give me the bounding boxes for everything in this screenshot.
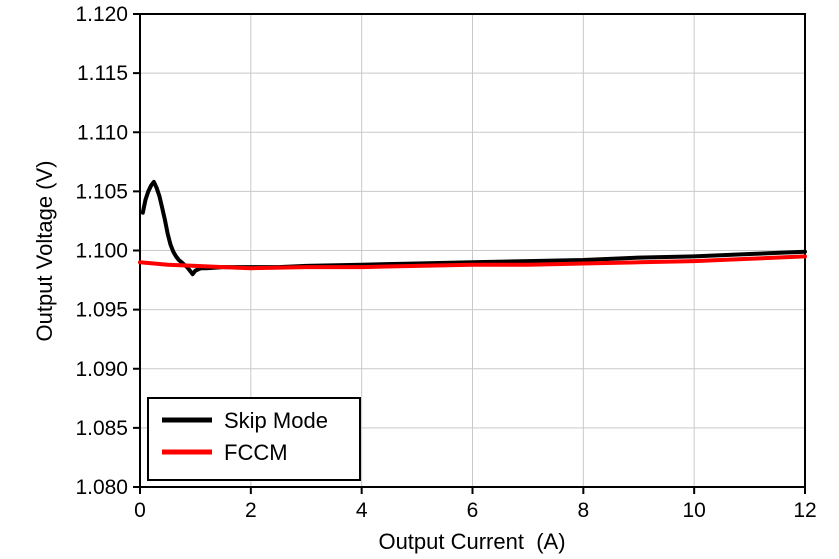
- chart-plot-area: 0 2 4 6 8 10 12 1.080 1.085 1.090 1.095 1.100 1.105 1…: [75, 3, 816, 522]
- x-axis-title: Output Current (A): [378, 529, 565, 554]
- y-tick-label: 1.090: [75, 358, 128, 381]
- y-axis-title: Output Voltage (V): [32, 161, 57, 342]
- x-tick-label: 12: [793, 499, 816, 522]
- legend-label-2: FCCM: [224, 440, 288, 465]
- series-line-fccm: [138, 254, 807, 271]
- series-line-skip-mode: [140, 179, 807, 277]
- y-tick-label: 1.120: [75, 3, 128, 26]
- y-tick-label: 1.100: [75, 240, 128, 263]
- x-tick-label: 2: [245, 499, 257, 522]
- legend-label-1: Skip Mode: [224, 408, 328, 433]
- x-tick-label: 10: [682, 499, 705, 522]
- y-tick-label: 1.080: [75, 476, 128, 499]
- x-tick-label: 4: [356, 499, 368, 522]
- y-tick-label: 1.105: [75, 180, 128, 203]
- y-tick-label: 1.095: [75, 299, 128, 322]
- x-tick-label: 0: [134, 499, 146, 522]
- x-tick-label: 6: [467, 499, 479, 522]
- y-tick-label: 1.085: [75, 417, 128, 440]
- legend-box: [147, 397, 361, 481]
- y-tick-label: 1.115: [77, 62, 128, 85]
- y-tick-label: 1.110: [77, 121, 128, 144]
- x-tick-label: 8: [577, 499, 589, 522]
